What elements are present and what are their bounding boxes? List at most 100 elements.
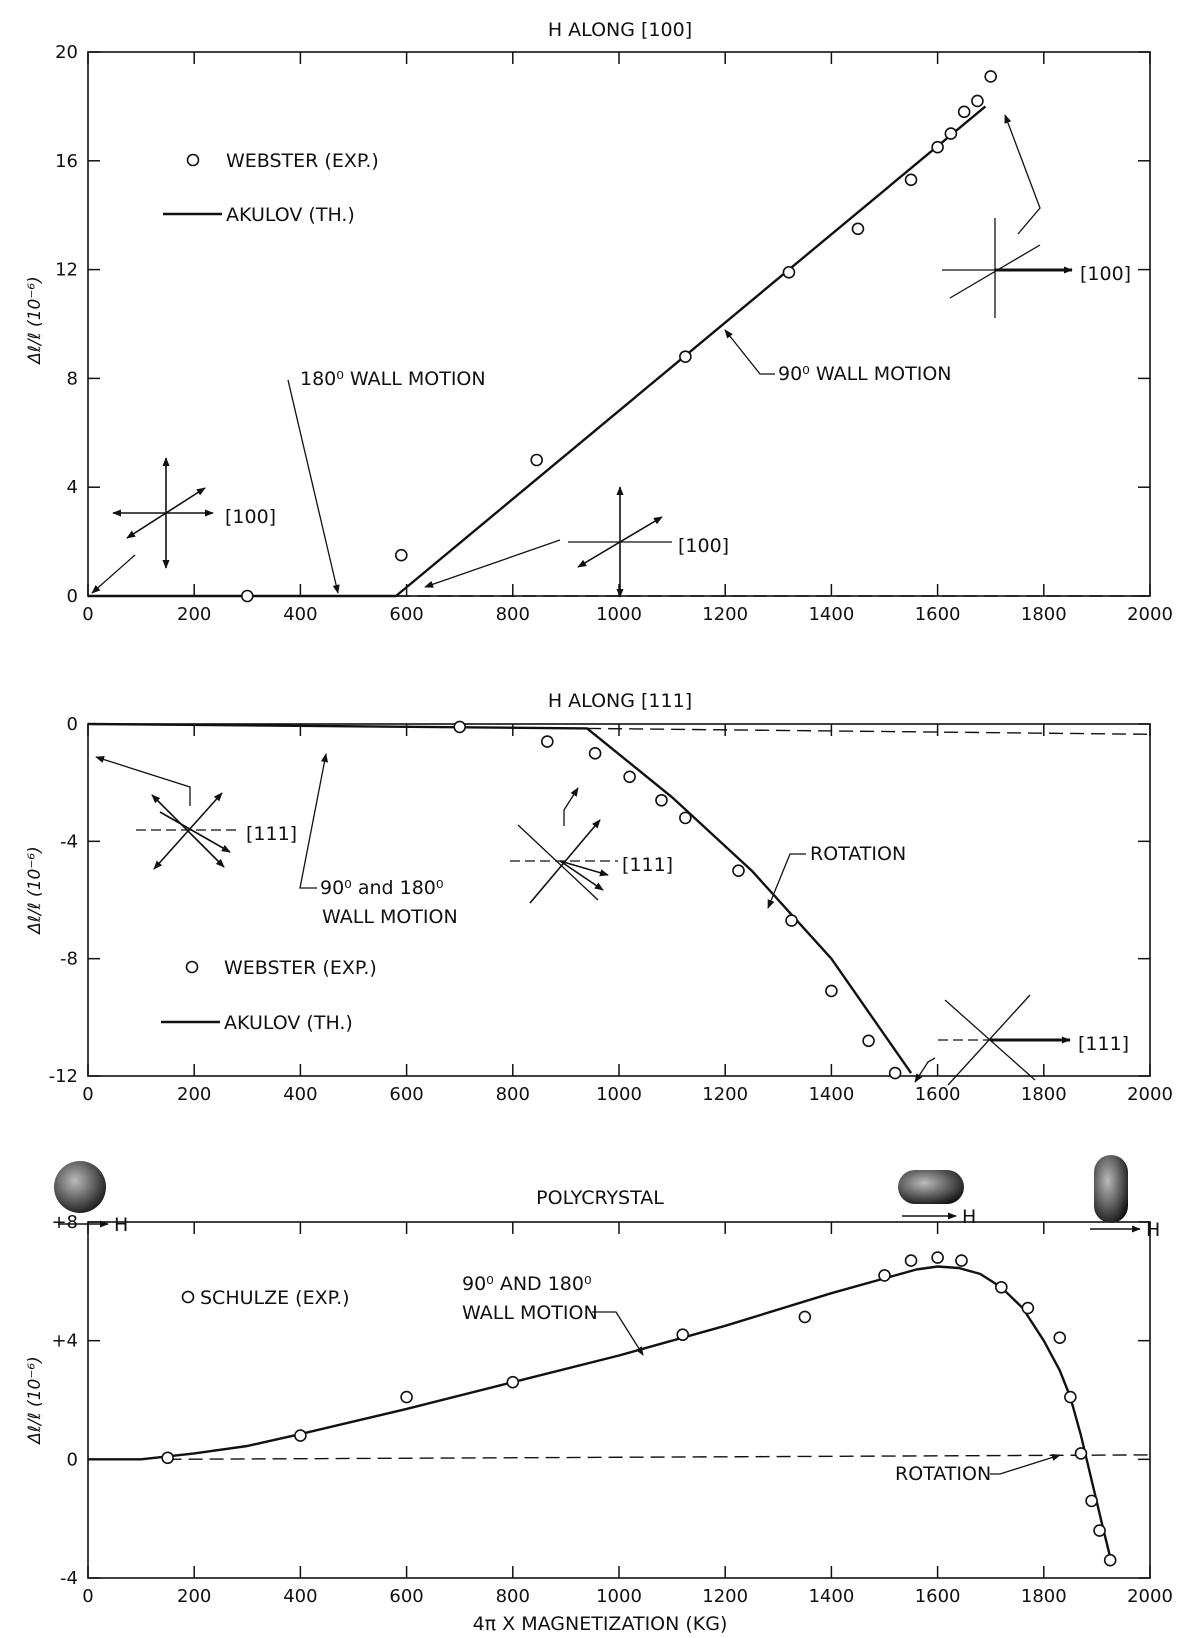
legend-label: WEBSTER (EXP.) xyxy=(224,957,377,979)
direction-label: [111] xyxy=(622,854,673,876)
x-tick-label: 1200 xyxy=(702,1586,748,1607)
y-axis-label: Δℓ/ℓ (10⁻⁶) xyxy=(25,846,45,936)
x-tick-label: 1600 xyxy=(915,604,961,625)
x-tick-label: 200 xyxy=(177,1084,211,1105)
direction-label: [100] xyxy=(678,535,729,557)
x-tick-label: 800 xyxy=(496,604,530,625)
data-point xyxy=(541,735,554,748)
x-tick-label: 2000 xyxy=(1127,604,1173,625)
data-point xyxy=(825,984,838,998)
tick-marks: 0 200 400 600 800 1000 1200 1400 1600 1800 2000 0 4 8… xyxy=(55,42,1173,625)
leader-arrow xyxy=(767,853,806,909)
domain-arrow xyxy=(126,487,206,539)
x-tick-label: 400 xyxy=(283,1084,317,1105)
x-tick-label: 1800 xyxy=(1021,1586,1067,1607)
leader-arrow xyxy=(914,1057,936,1083)
data-point xyxy=(862,1034,875,1048)
x-tick-label: 600 xyxy=(389,604,423,625)
field-label: H xyxy=(114,1214,128,1236)
data-point xyxy=(294,1429,307,1442)
leader-arrow xyxy=(592,1311,644,1356)
x-tick-label: 0 xyxy=(82,604,93,625)
annotations: 90⁰ AND 180⁰ WALL MOTION ROTATION H H H xyxy=(54,1155,1160,1485)
legend: WEBSTER (EXP.) AKULOV (TH.) xyxy=(161,957,377,1034)
domain-arrow xyxy=(153,792,223,870)
legend: WEBSTER (EXP.) AKULOV (TH.) xyxy=(163,150,379,226)
direction-label: [111] xyxy=(1078,1033,1129,1055)
data-point xyxy=(782,266,796,279)
domain-diagram: [111] xyxy=(914,994,1129,1086)
horizontal-rod-icon xyxy=(898,1170,964,1204)
x-tick-label: 1600 xyxy=(915,1084,961,1105)
x-tick-label: 200 xyxy=(177,1586,211,1607)
annotation-wall-motion: WALL MOTION xyxy=(462,1302,598,1324)
data-point xyxy=(400,1390,413,1404)
annotation-wall-motion: WALL MOTION xyxy=(322,906,458,928)
data-point xyxy=(851,222,865,236)
data-point xyxy=(161,1451,174,1465)
x-tick-label: 1200 xyxy=(702,1084,748,1105)
y-axis-label: Δℓ/ℓ (10⁻⁶) xyxy=(25,1356,45,1446)
panel-100: H ALONG [100] 0 200 400 600 800 1000 1200 1400 1… xyxy=(25,19,1173,625)
data-point xyxy=(588,747,602,760)
data-point xyxy=(732,864,745,877)
data-point xyxy=(878,1269,891,1282)
series-layer xyxy=(88,1265,1151,1558)
data-point xyxy=(888,1066,902,1080)
y-tick-label: 0 xyxy=(67,1449,78,1470)
reference-dashed-line xyxy=(587,727,1151,735)
x-tick-label: 600 xyxy=(389,1084,423,1105)
series-layer xyxy=(87,722,1151,1074)
data-point xyxy=(1093,1524,1106,1537)
x-tick-label: 1000 xyxy=(596,604,642,625)
x-tick-label: 800 xyxy=(496,1084,530,1105)
data-point xyxy=(995,1280,1008,1294)
x-tick-label: 1800 xyxy=(1021,604,1067,625)
annotation-rotation: ROTATION xyxy=(895,1463,991,1485)
x-tick-label: 0 xyxy=(82,1586,93,1607)
y-tick-label: +4 xyxy=(51,1331,78,1352)
panel-title: H ALONG [100] xyxy=(548,19,692,41)
y-tick-label: -4 xyxy=(60,1568,78,1589)
data-point xyxy=(931,1251,944,1264)
annotation-180-wall-motion: 180⁰ WALL MOTION xyxy=(300,368,486,390)
data-point xyxy=(971,94,984,108)
data-point xyxy=(453,720,467,734)
data-point xyxy=(1074,1447,1088,1460)
domain-axis xyxy=(517,824,599,901)
field-label: H xyxy=(962,1206,976,1228)
y-tick-label: 0 xyxy=(67,586,78,607)
domain-diagram: [111] xyxy=(95,756,297,870)
leader-arrow xyxy=(287,379,340,594)
data-point xyxy=(506,1375,520,1389)
leader-arrow xyxy=(91,554,136,594)
annotation-wall-motion: 90⁰ and 180⁰ xyxy=(320,877,444,899)
data-point xyxy=(1053,1331,1067,1344)
panel-polycrystal: POLYCRYSTAL 0 200 400 600 800 1000 1200 1400 160… xyxy=(25,1155,1173,1635)
y-tick-label: 16 xyxy=(55,151,78,172)
theory-curve xyxy=(88,1265,1112,1558)
field-label: H xyxy=(1146,1219,1160,1241)
legend-marker-circle xyxy=(185,960,199,974)
y-tick-label: -8 xyxy=(60,949,78,970)
data-points xyxy=(161,1251,1117,1567)
x-tick-label: 800 xyxy=(496,1586,530,1607)
x-tick-label: 0 xyxy=(82,1084,93,1105)
direction-label: [100] xyxy=(225,506,276,528)
domain-diagram: [100] xyxy=(91,457,276,594)
x-tick-label: 1200 xyxy=(702,604,748,625)
plot-frame xyxy=(87,1221,1151,1579)
data-point xyxy=(655,793,668,807)
legend-marker-circle xyxy=(181,1290,195,1304)
annotations: 90⁰ and 180⁰ WALL MOTION ROTATION [111] xyxy=(95,753,1129,1086)
data-point xyxy=(623,770,636,784)
panel-title: H ALONG [111] xyxy=(548,690,692,712)
y-tick-label: +8 xyxy=(51,1212,78,1233)
y-axis-label: Δℓ/ℓ (10⁻⁶) xyxy=(25,276,45,366)
domain-arrow xyxy=(529,819,601,904)
theory-curve xyxy=(88,105,987,598)
domain-diagram: [100] xyxy=(424,486,729,598)
data-point xyxy=(931,140,944,154)
annotation-wall-motion: 90⁰ AND 180⁰ xyxy=(462,1273,592,1295)
